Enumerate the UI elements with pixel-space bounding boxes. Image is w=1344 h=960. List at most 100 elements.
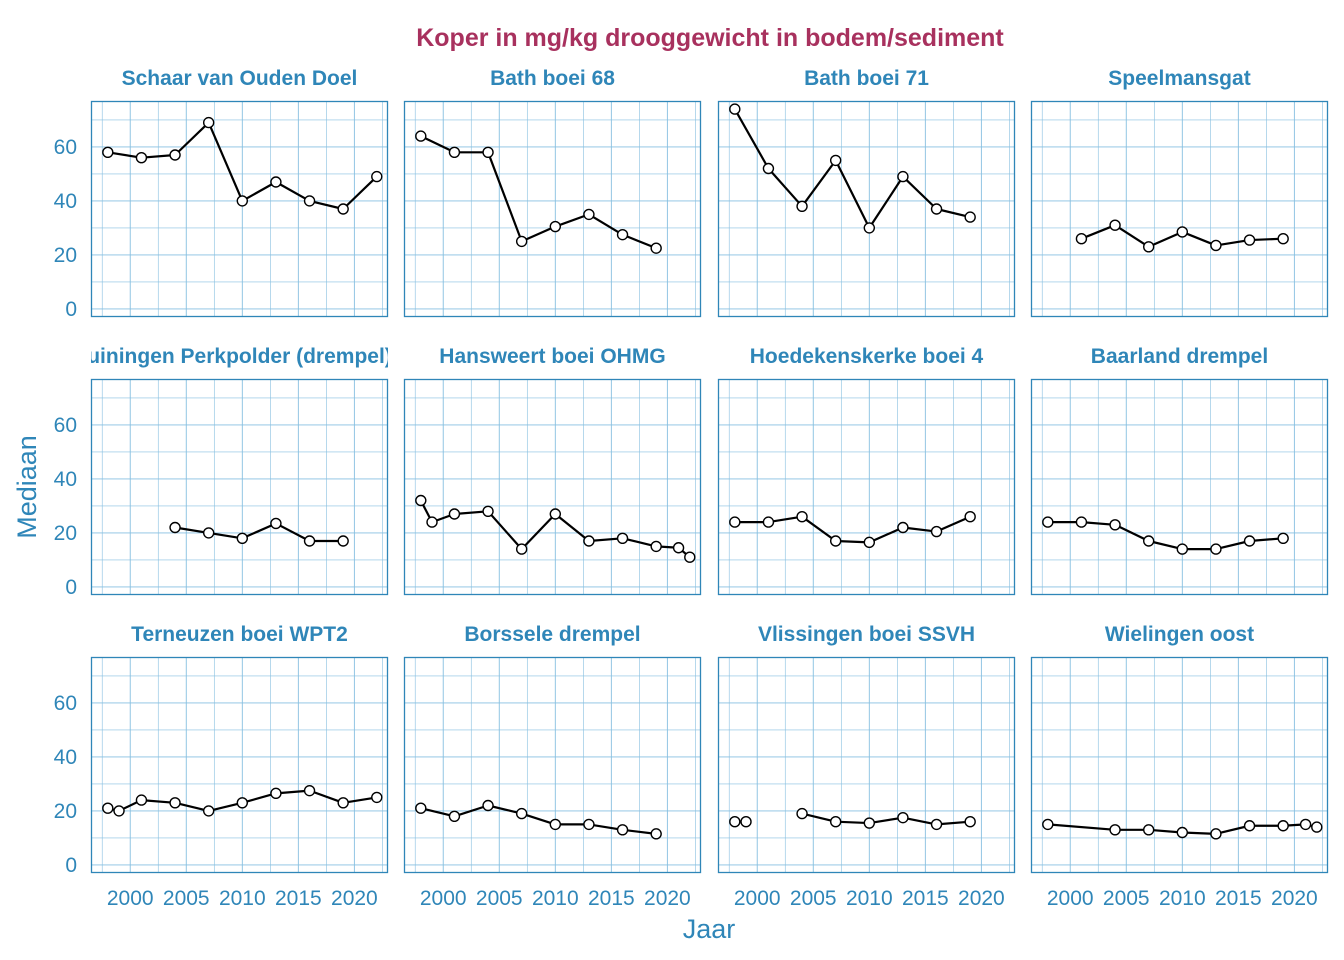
data-point (796, 510, 808, 523)
data-point (1109, 824, 1121, 836)
data-point (448, 810, 461, 823)
series (415, 799, 662, 840)
data-point (371, 791, 383, 804)
data-point (482, 146, 494, 158)
panel: Hoedekenskerke boei 4 (717, 345, 1016, 596)
series (169, 517, 349, 547)
panel-border (90, 378, 389, 596)
data-point (236, 532, 249, 545)
data-point (1042, 516, 1054, 528)
grid (404, 657, 701, 873)
series (1075, 219, 1289, 253)
y-tick-label: 40 (54, 468, 77, 491)
series-line (107, 789, 377, 812)
data-point (729, 815, 741, 828)
data-point (270, 517, 282, 530)
y-tick-label: 0 (65, 854, 77, 877)
data-point (650, 828, 662, 840)
panel: Baarland drempel (1030, 345, 1329, 596)
grid (718, 657, 1015, 873)
data-point (762, 162, 775, 175)
data-point (1277, 232, 1289, 245)
data-point (371, 170, 383, 183)
data-point (583, 208, 595, 221)
data-point (796, 807, 808, 820)
data-point (829, 535, 842, 547)
x-tick-label: 2020 (331, 887, 378, 910)
panel: Vlissingen boei SSVH 2000 2005 2010 2015 2020 (717, 623, 1016, 910)
data-point (1243, 234, 1256, 246)
x-tick-label: 2015 (275, 887, 322, 910)
x-tick-label: 2020 (1271, 887, 1318, 910)
data-point (1243, 820, 1256, 832)
panel-border (403, 656, 702, 874)
grid (404, 101, 701, 317)
y-tick-label: 20 (54, 244, 77, 267)
x-tick-label: 2015 (588, 887, 635, 910)
data-point (1075, 516, 1088, 528)
data-point (202, 527, 215, 539)
data-point (583, 818, 595, 831)
data-point (236, 195, 249, 207)
data-point (616, 824, 629, 836)
x-tick-label: 2010 (1159, 887, 1206, 910)
data-point (1210, 543, 1222, 555)
data-point (236, 797, 249, 809)
data-point (1176, 226, 1189, 238)
panel-border (90, 656, 389, 874)
grid (91, 657, 388, 873)
data-point (684, 551, 696, 563)
data-point (303, 535, 316, 547)
data-point (270, 787, 282, 800)
grid (404, 379, 701, 595)
panel-title: Baarland drempel (1091, 345, 1268, 368)
x-tick-label: 2015 (902, 887, 949, 910)
y-tick-label: 60 (54, 692, 77, 715)
panel-title: uiningen Perkpolder (drempel) (87, 345, 392, 368)
data-point (549, 220, 562, 233)
series (729, 807, 976, 831)
panel: Speelmansgat (1030, 67, 1329, 318)
data-point (1075, 232, 1088, 245)
panel-title: Vlissingen boei SSVH (758, 623, 975, 646)
series (1042, 516, 1289, 555)
panel-border (1030, 100, 1329, 318)
data-point (964, 510, 976, 523)
grid (91, 101, 388, 317)
data-point (482, 799, 494, 812)
x-tick-label: 2010 (219, 887, 266, 910)
panel-title: Bath boei 68 (490, 67, 615, 90)
data-point (583, 535, 595, 547)
data-point (169, 149, 181, 161)
data-point (1243, 535, 1256, 547)
data-point (897, 170, 909, 183)
data-point (102, 802, 114, 814)
y-tick-label: 20 (54, 522, 77, 545)
data-point (1176, 543, 1189, 555)
panel-border (717, 656, 1016, 874)
data-point (448, 508, 461, 520)
panel-border (1030, 656, 1329, 874)
series (102, 784, 383, 817)
data-point (650, 540, 662, 553)
data-point (650, 242, 662, 254)
data-point (415, 494, 427, 507)
data-point (1311, 821, 1323, 833)
panel: Hansweert boei OHMG (403, 345, 702, 596)
data-point (426, 516, 438, 528)
series (1042, 818, 1323, 840)
data-point (515, 235, 528, 248)
data-point (863, 222, 876, 234)
data-point (930, 818, 943, 831)
x-tick-label: 2000 (1047, 887, 1094, 910)
data-point (1142, 824, 1155, 836)
data-point (169, 521, 181, 534)
y-tick-label: 20 (54, 800, 77, 823)
data-point (337, 203, 349, 215)
grid (718, 379, 1015, 595)
data-point (482, 505, 494, 518)
data-point (964, 211, 976, 223)
series (729, 510, 976, 549)
data-point (515, 543, 528, 555)
